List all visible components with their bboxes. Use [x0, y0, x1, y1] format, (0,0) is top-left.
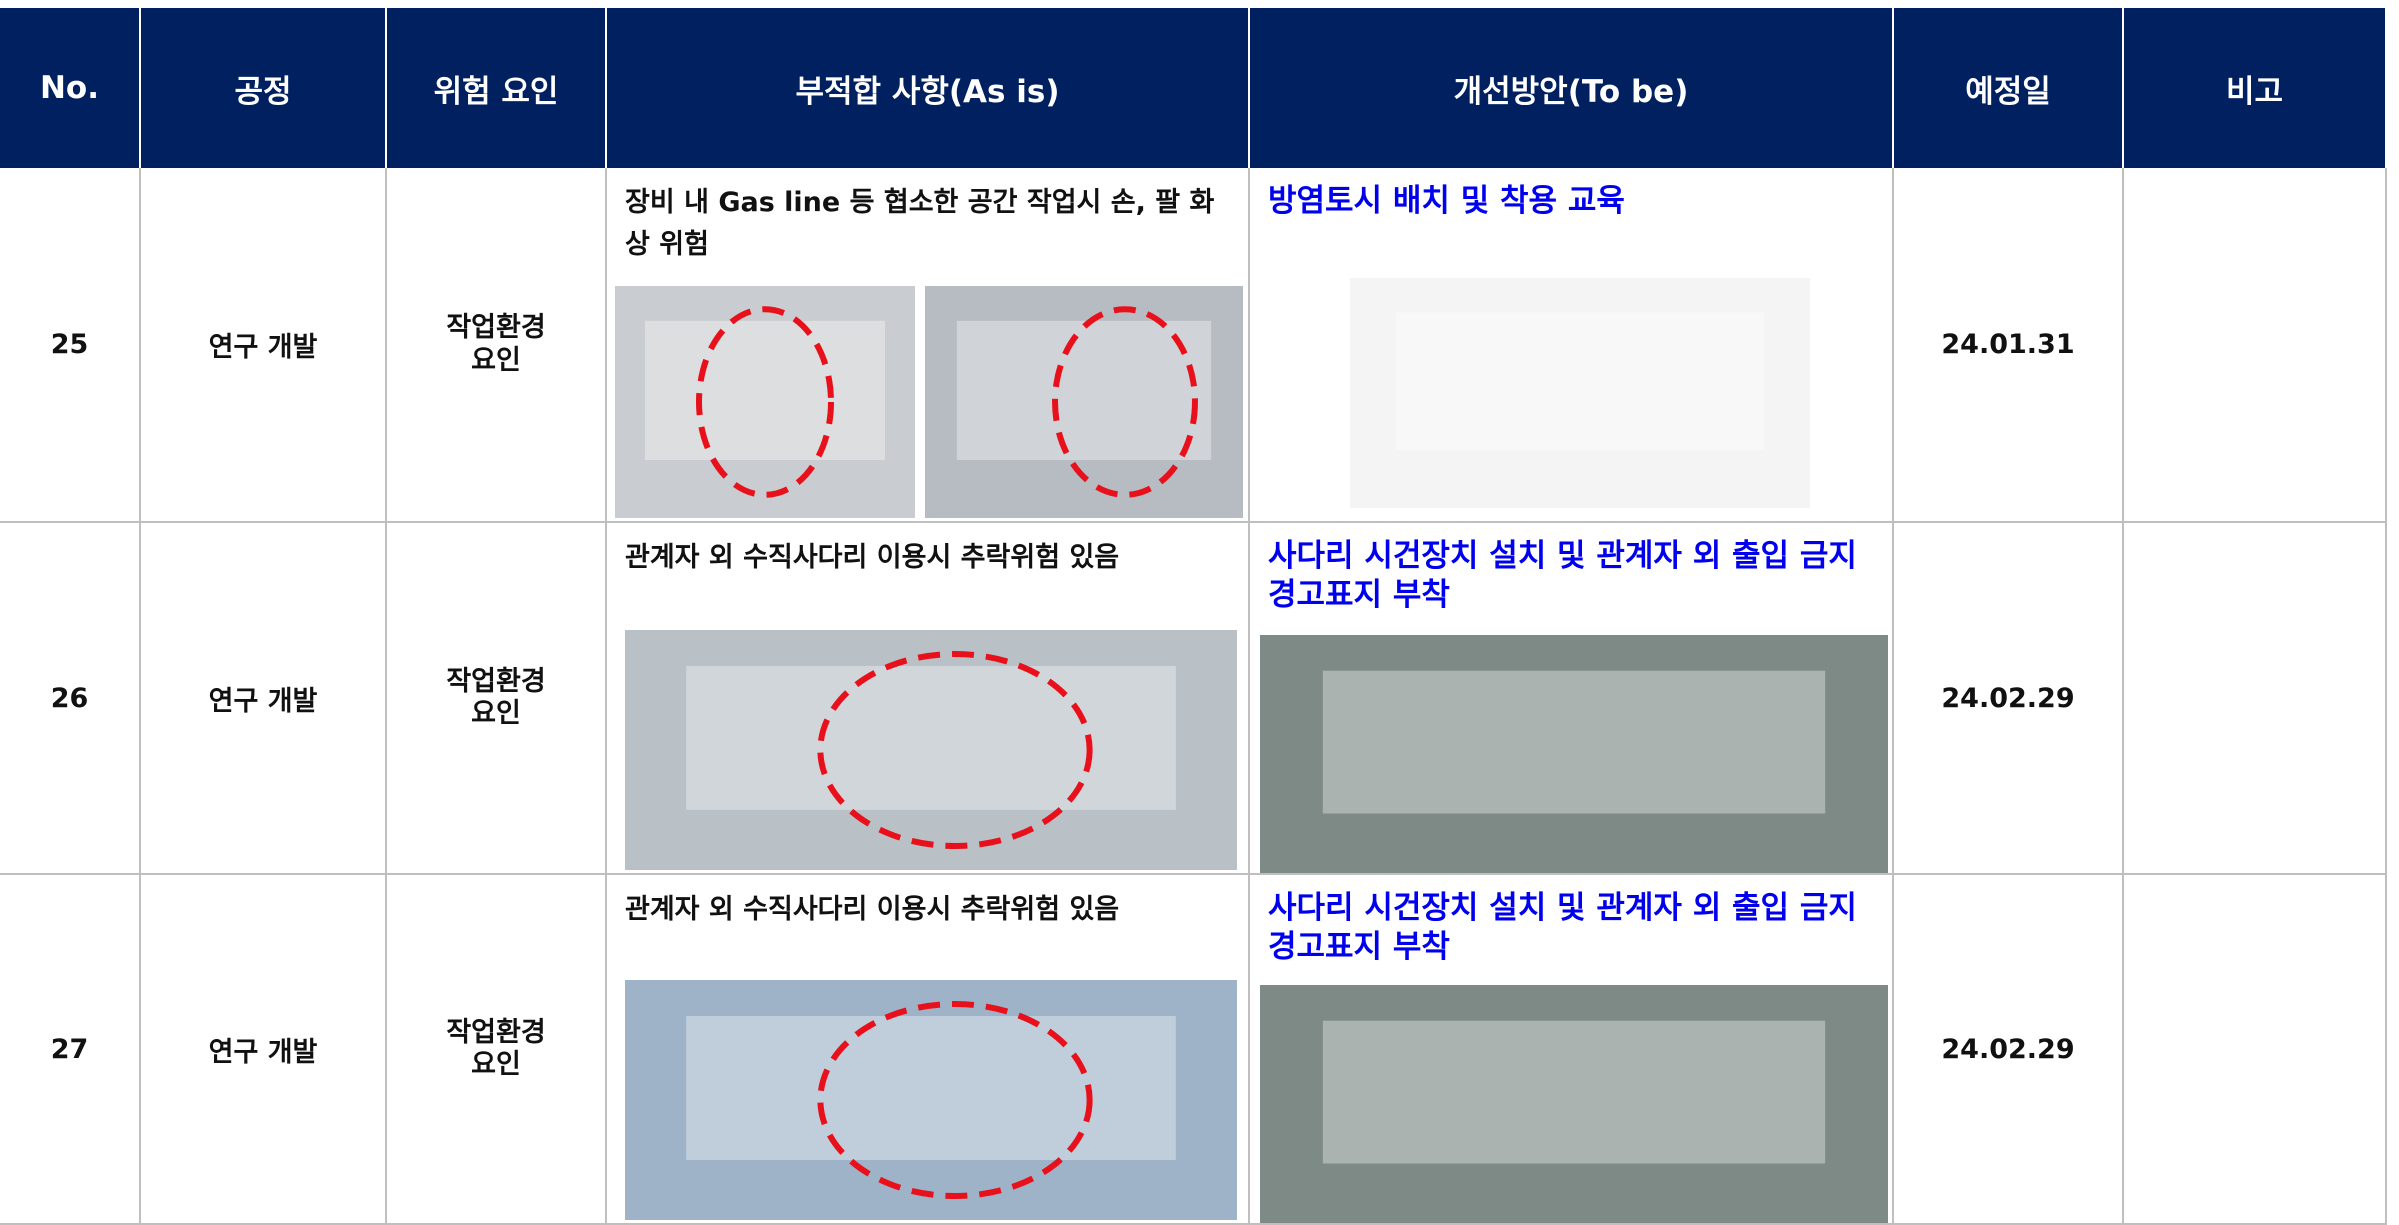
cell: 27: [0, 875, 141, 1225]
due-date: 24.02.29: [1941, 1033, 2075, 1065]
cell: 연구 개발: [141, 168, 387, 523]
cell: 24.02.29: [1894, 875, 2124, 1225]
header-text: 위험 요인: [433, 73, 559, 110]
header-cell: 공정: [141, 8, 387, 168]
cell: 관계자 외 수직사다리 이용시 추락위험 있음: [607, 523, 1250, 875]
cell: [2124, 168, 2387, 523]
cell: 장비 내 Gas line 등 협소한 공간 작업시 손, 팔 화상 위험: [607, 168, 1250, 523]
photo: [925, 286, 1243, 518]
header-text: 개선방안(To be): [1453, 73, 1689, 110]
header-cell: 부적합 사항(As is): [607, 8, 1250, 168]
header-text: No.: [39, 70, 100, 106]
cell: 24.02.29: [1894, 523, 2124, 875]
due-date: 24.02.29: [1941, 682, 2075, 714]
cell: 연구 개발: [141, 875, 387, 1225]
row-no: 25: [50, 329, 89, 360]
cell: 관계자 외 수직사다리 이용시 추락위험 있음: [607, 875, 1250, 1225]
header-cell: No.: [0, 8, 141, 168]
cell: 작업환경 요인: [387, 168, 607, 523]
as-is: 관계자 외 수직사다리 이용시 추락위험 있음: [625, 894, 1120, 925]
to-be: 사다리 시건장치 설치 및 관계자 외 출입 금지 경고표지 부착: [1268, 538, 1857, 613]
hazard: 작업환경 요인: [446, 665, 546, 729]
row-no: 27: [50, 1033, 89, 1065]
header-text: 예정일: [1965, 73, 2051, 110]
cell: 작업환경 요인: [387, 875, 607, 1225]
cell: 사다리 시건장치 설치 및 관계자 외 출입 금지 경고표지 부착: [1250, 875, 1894, 1225]
photo: [625, 630, 1237, 870]
hazard: 작업환경 요인: [446, 1016, 546, 1080]
header-cell: 위험 요인: [387, 8, 607, 168]
header-cell: 예정일: [1894, 8, 2124, 168]
cell: [2124, 875, 2387, 1225]
due-date: 24.01.31: [1941, 329, 2075, 360]
process: 연구 개발: [208, 332, 318, 363]
header-text: 부적합 사항(As is): [795, 73, 1060, 110]
photo: [1260, 635, 1888, 873]
cell: 작업환경 요인: [387, 523, 607, 875]
to-be: 사다리 시건장치 설치 및 관계자 외 출입 금지 경고표지 부착: [1268, 890, 1857, 965]
row-no: 26: [50, 682, 89, 714]
header-cell: 개선방안(To be): [1250, 8, 1894, 168]
process: 연구 개발: [208, 685, 318, 717]
header-cell: 비고: [2124, 8, 2387, 168]
cell: 24.01.31: [1894, 168, 2124, 523]
cell: 25: [0, 168, 141, 523]
hazard: 작업환경 요인: [446, 312, 546, 376]
to-be: 방염토시 배치 및 착용 교육: [1268, 183, 1625, 219]
header-text: 공정: [234, 73, 292, 110]
header-text: 비고: [2225, 73, 2284, 110]
photo: [615, 286, 915, 518]
photo: [1350, 278, 1810, 508]
as-is: 관계자 외 수직사다리 이용시 추락위험 있음: [625, 542, 1120, 573]
photo: [625, 980, 1237, 1220]
cell: 방염토시 배치 및 착용 교육: [1250, 168, 1894, 523]
as-is: 장비 내 Gas line 등 협소한 공간 작업시 손, 팔 화상 위험: [625, 187, 1215, 260]
photo: [1260, 985, 1888, 1223]
process: 연구 개발: [208, 1036, 318, 1068]
cell: 연구 개발: [141, 523, 387, 875]
cell: [2124, 523, 2387, 875]
cell: 사다리 시건장치 설치 및 관계자 외 출입 금지 경고표지 부착: [1250, 523, 1894, 875]
cell: 26: [0, 523, 141, 875]
